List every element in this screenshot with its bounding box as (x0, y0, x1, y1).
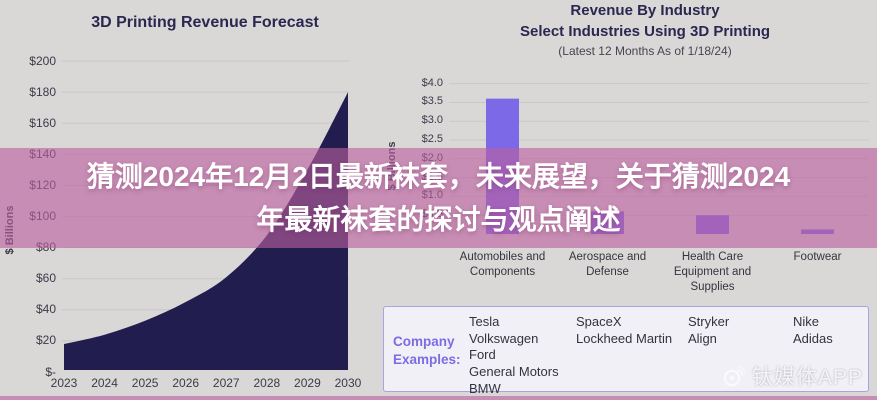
category-label: Health Care Equipment and Supplies (673, 251, 752, 294)
x-tick-label: 2024 (91, 376, 118, 390)
x-tick-label: 2030 (334, 376, 362, 390)
x-tick-label: 2029 (294, 376, 321, 390)
y-tick-label: $200 (29, 53, 56, 68)
category-label: Aerospace and Defense (568, 251, 647, 279)
category-label: Automobiles and Components (459, 251, 546, 279)
company-name: Lockheed Martin (576, 330, 673, 346)
company-name: BMW (469, 380, 501, 396)
headline-line-2: 年最新袜套的探讨与观点阐述 (256, 204, 621, 235)
x-tick-label: 2028 (253, 376, 281, 390)
y-tick-label: $60 (35, 271, 56, 286)
x-tick-label: 2026 (172, 376, 200, 390)
y-tick-label: $2.5 (421, 133, 443, 145)
company-name: General Motors (469, 363, 559, 379)
company-name: Volkswagen (469, 330, 539, 346)
y-tick-label: $180 (29, 84, 56, 99)
company-column: SpaceX Lockheed Martin (576, 314, 672, 347)
company-column: Nike Adidas (793, 314, 833, 347)
company-name: Stryker (688, 314, 730, 329)
company-column: Tesla Volkswagen Ford General Motors BMW (469, 314, 559, 397)
company-name: Adidas (793, 330, 833, 346)
headline-line-1: 猜测2024年12月2日最新袜套，未来展望，关于猜测2024 (86, 161, 791, 192)
company-examples-box: Company Examples: Tesla Volkswagen Ford Gen… (383, 306, 869, 396)
y-tick-label: $4.0 (421, 76, 443, 89)
left-chart-title: 3D Printing Revenue Forecast (91, 14, 319, 31)
y-tick-label: $3.5 (421, 95, 443, 108)
y-tick-label: $- (45, 364, 56, 379)
company-name: SpaceX (576, 314, 622, 329)
company-column: Stryker Align (688, 314, 729, 347)
watermark: 钛媒体APP (721, 361, 863, 391)
y-tick-label: $160 (29, 115, 56, 130)
weibo-eye-icon (723, 365, 746, 387)
company-name: Nike (793, 314, 820, 329)
company-name: Ford (469, 347, 496, 363)
company-examples-label: Company Examples: (393, 334, 461, 368)
x-tick-label: 2025 (131, 376, 159, 390)
right-chart-title: Revenue By Industry (570, 2, 720, 19)
x-tick-label: 2023 (50, 376, 78, 390)
category-label: Footwear (793, 251, 842, 263)
company-name: Tesla (469, 314, 500, 329)
company-name: Align (688, 330, 717, 346)
x-tick-label: 2027 (212, 376, 240, 390)
right-chart-note: (Latest 12 Months As of 1/18/24) (558, 44, 732, 58)
right-chart-subtitle: Select Industries Using 3D Printing (519, 23, 771, 40)
y-tick-label: $20 (35, 333, 56, 348)
forecast-area-shape (64, 92, 348, 370)
y-tick-label: $40 (35, 302, 56, 317)
watermark-text: 钛媒体APP (751, 366, 863, 389)
bottom-banner-strip (0, 396, 877, 400)
headline-banner: 猜测2024年12月2日最新袜套，未来展望，关于猜测2024 年最新袜套的探讨与… (0, 148, 877, 248)
y-tick-label: $3.0 (421, 114, 443, 127)
